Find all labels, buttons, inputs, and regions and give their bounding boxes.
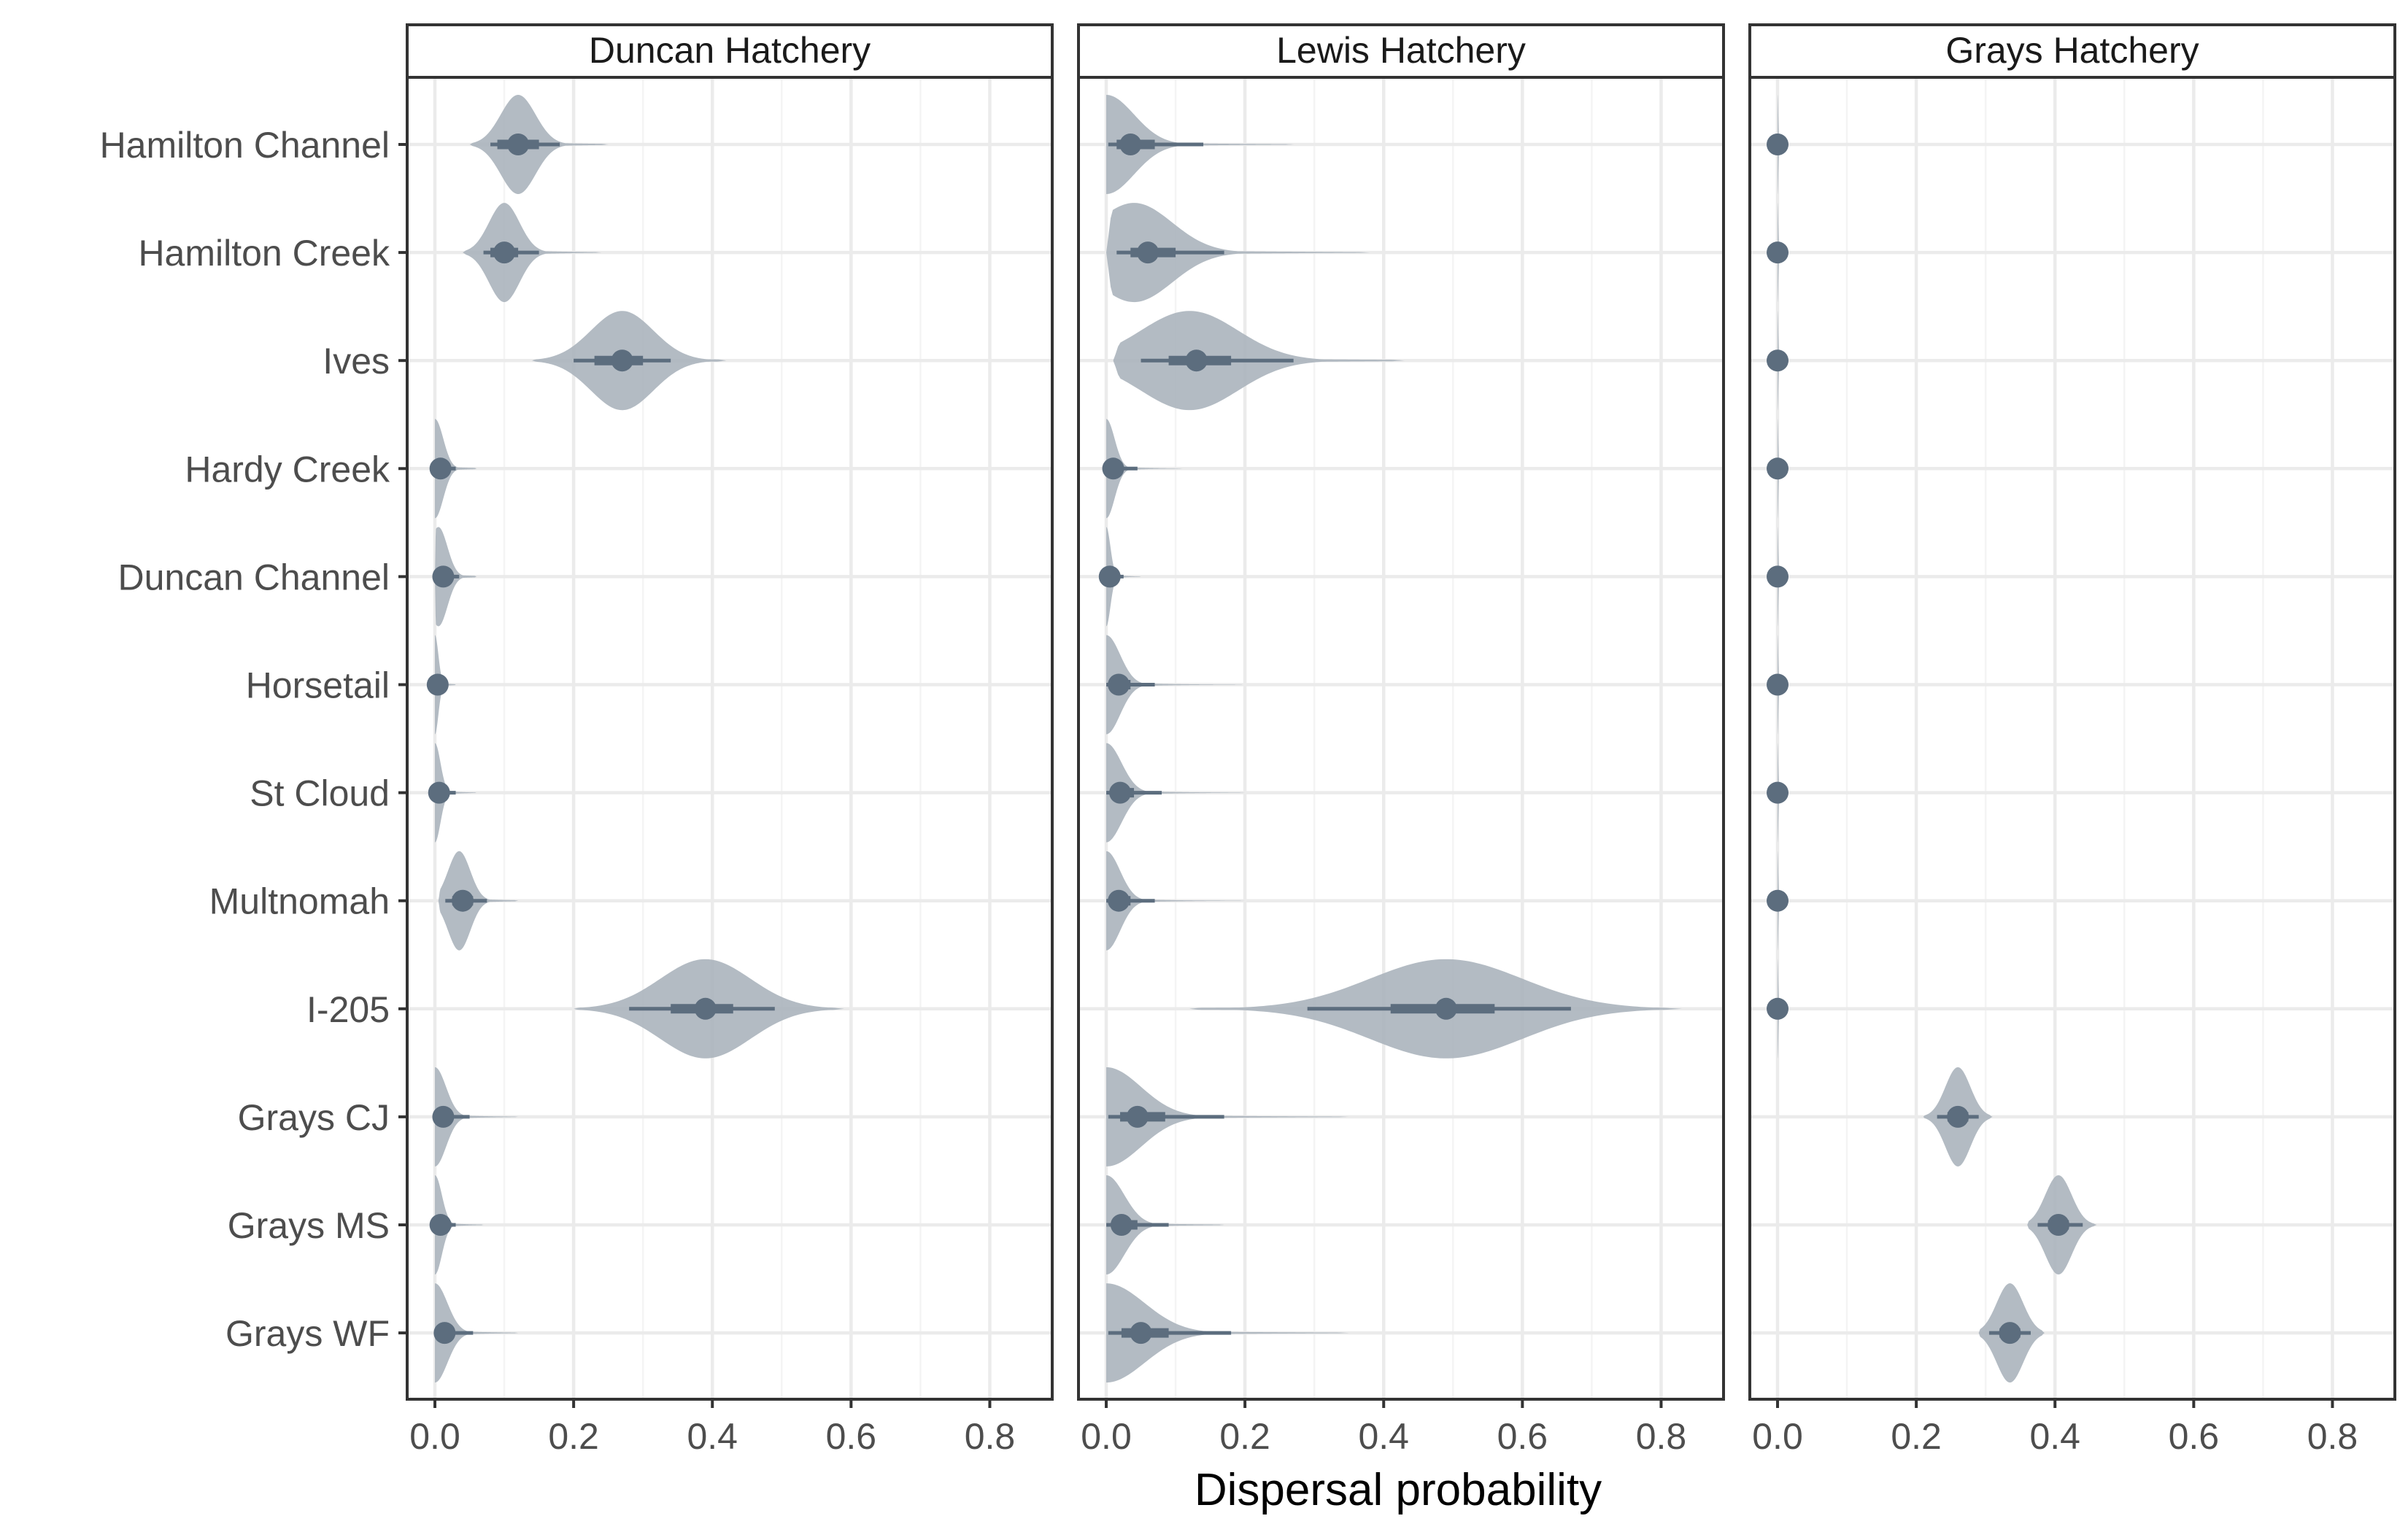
- median-point-grays-hatchery-st-cloud: [1767, 781, 1789, 804]
- median-point-lewis-hatchery-st-cloud: [1109, 781, 1132, 804]
- median-point-grays-hatchery-i-205: [1767, 997, 1789, 1020]
- x-tick-label: 0.0: [1081, 1416, 1132, 1457]
- median-point-grays-hatchery-multnomah: [1767, 889, 1789, 912]
- y-tick-label-ives: Ives: [323, 341, 390, 382]
- y-tick-label-duncan-channel: Duncan Channel: [118, 557, 390, 597]
- y-tick-label-grays-cj: Grays CJ: [238, 1097, 390, 1138]
- median-point-lewis-hatchery-multnomah: [1108, 889, 1130, 912]
- panel-background-grays-hatchery: [1750, 77, 2395, 1399]
- median-point-duncan-hatchery-ives: [611, 349, 633, 372]
- median-point-duncan-hatchery-hardy-creek: [429, 457, 452, 480]
- facet-strip-grays-hatchery: [1748, 23, 2396, 79]
- x-tick-label: 0.4: [2029, 1416, 2080, 1457]
- median-point-lewis-hatchery-duncan-channel: [1098, 565, 1121, 588]
- x-tick-label: 0.8: [965, 1416, 1016, 1457]
- median-point-grays-hatchery-hardy-creek: [1767, 457, 1789, 480]
- median-point-grays-hatchery-hamilton-creek: [1767, 241, 1789, 264]
- median-point-duncan-hatchery-hamilton-creek: [493, 241, 516, 264]
- facet-label-lewis-hatchery: Lewis Hatchery: [1276, 30, 1526, 71]
- violin-duncan-hatchery-grays-cj: [435, 1067, 519, 1167]
- median-point-duncan-hatchery-multnomah: [452, 889, 474, 912]
- median-point-duncan-hatchery-i-205: [694, 997, 717, 1020]
- median-point-grays-hatchery-grays-wf: [1999, 1322, 2021, 1345]
- x-tick-label: 0.4: [687, 1416, 738, 1457]
- x-tick-label: 0.8: [1636, 1416, 1687, 1457]
- facet-label-grays-hatchery: Grays Hatchery: [1945, 30, 2199, 71]
- median-point-duncan-hatchery-grays-cj: [432, 1105, 455, 1128]
- median-point-grays-hatchery-horsetail: [1767, 673, 1789, 696]
- x-tick-label: 0.8: [2307, 1416, 2358, 1457]
- x-tick-label: 0.2: [1219, 1416, 1270, 1457]
- y-tick-label-grays-wf: Grays WF: [225, 1313, 390, 1354]
- median-point-grays-hatchery-hamilton-channel: [1767, 134, 1789, 155]
- facet-strip-duncan-hatchery: [406, 23, 1054, 79]
- median-point-lewis-hatchery-i-205: [1435, 997, 1457, 1020]
- median-point-lewis-hatchery-grays-ms: [1110, 1214, 1132, 1236]
- median-point-duncan-hatchery-duncan-channel: [432, 565, 455, 588]
- y-tick-label-st-cloud: St Cloud: [250, 773, 390, 814]
- panel-background-lewis-hatchery: [1078, 77, 1724, 1399]
- x-tick-label: 0.6: [826, 1416, 877, 1457]
- median-point-lewis-hatchery-grays-wf: [1130, 1322, 1152, 1345]
- y-tick-label-hamilton-creek: Hamilton Creek: [138, 233, 390, 274]
- median-point-grays-hatchery-duncan-channel: [1767, 565, 1789, 588]
- x-tick-label: 0.6: [1497, 1416, 1548, 1457]
- x-tick-label: 0.6: [2169, 1416, 2220, 1457]
- x-tick-label: 0.0: [409, 1416, 460, 1457]
- y-tick-label-hardy-creek: Hardy Creek: [185, 449, 390, 490]
- frame-layer: [398, 23, 2396, 1408]
- median-point-lewis-hatchery-ives: [1185, 349, 1208, 372]
- median-point-duncan-hatchery-grays-ms: [429, 1214, 452, 1236]
- violin-lewis-hatchery-grays-cj: [1106, 1067, 1349, 1167]
- x-tick-label: 0.0: [1752, 1416, 1803, 1457]
- grid-layer: [407, 77, 2395, 1399]
- violin-lewis-hatchery-hardy-creek: [1106, 419, 1183, 519]
- violin-lewis-hatchery-horsetail: [1106, 635, 1246, 735]
- facet-label-duncan-hatchery: Duncan Hatchery: [589, 30, 871, 71]
- median-point-grays-hatchery-ives: [1767, 349, 1789, 372]
- x-tick-label: 0.2: [548, 1416, 599, 1457]
- median-point-duncan-hatchery-horsetail: [426, 673, 449, 696]
- y-tick-label-hamilton-channel: Hamilton Channel: [100, 125, 390, 166]
- x-tick-label: 0.2: [1891, 1416, 1942, 1457]
- violin-duncan-hatchery-grays-wf: [435, 1283, 519, 1383]
- median-point-grays-hatchery-grays-cj: [1947, 1105, 1969, 1128]
- facet-strip-lewis-hatchery: [1077, 23, 1725, 79]
- median-point-lewis-hatchery-grays-cj: [1126, 1105, 1149, 1128]
- median-point-lewis-hatchery-horsetail: [1108, 673, 1130, 696]
- violin-duncan-hatchery-grays-ms: [435, 1175, 484, 1274]
- median-point-lewis-hatchery-hamilton-creek: [1137, 241, 1159, 264]
- violin-lewis-hatchery-duncan-channel: [1106, 527, 1141, 627]
- y-tick-label-horsetail: Horsetail: [246, 665, 390, 706]
- median-point-lewis-hatchery-hardy-creek: [1102, 457, 1124, 480]
- panel-background-duncan-hatchery: [407, 77, 1052, 1399]
- median-point-lewis-hatchery-hamilton-channel: [1119, 134, 1142, 155]
- violin-lewis-hatchery-hamilton-creek: [1106, 203, 1370, 303]
- median-point-duncan-hatchery-st-cloud: [428, 781, 450, 804]
- text-layer: Duncan Hatchery 0.0 0.2 0.4 0.6 0.8 Lewis Hatc…: [100, 30, 2358, 1457]
- median-point-grays-hatchery-grays-ms: [2047, 1214, 2069, 1236]
- y-tick-label-multnomah: Multnomah: [209, 881, 390, 922]
- x-axis-title: Dispersal probability: [1195, 1465, 1602, 1515]
- y-tick-label-i-205: I-205: [306, 989, 390, 1030]
- violin-lewis-hatchery-st-cloud: [1106, 743, 1246, 843]
- x-tick-label: 0.4: [1358, 1416, 1409, 1457]
- marks-layer: [426, 95, 2097, 1383]
- median-point-duncan-hatchery-grays-wf: [433, 1322, 456, 1345]
- violin-lewis-hatchery-multnomah: [1106, 851, 1246, 951]
- median-point-duncan-hatchery-hamilton-channel: [507, 134, 530, 155]
- y-tick-label-grays-ms: Grays MS: [228, 1205, 390, 1246]
